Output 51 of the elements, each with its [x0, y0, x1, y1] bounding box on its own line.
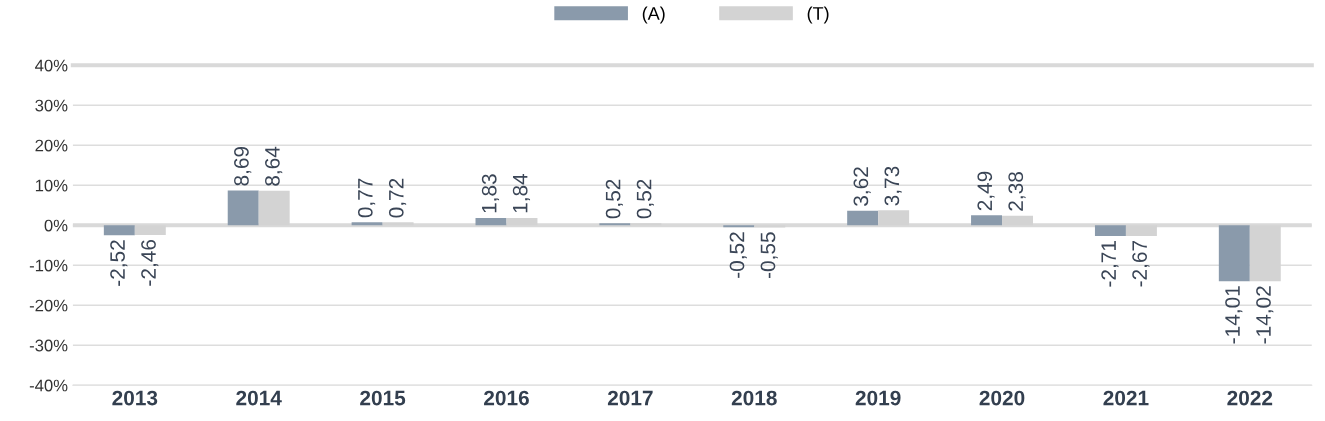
y-tick-label: -30% [29, 339, 68, 352]
y-tick-label: 30% [35, 99, 68, 112]
data-label: 2,49 [977, 171, 995, 211]
bar [971, 215, 1003, 226]
x-tick-label: 2013 [112, 390, 158, 406]
x-tick-label: 2019 [855, 390, 901, 406]
bar [1218, 225, 1250, 282]
x-tick-label: 2020 [979, 390, 1025, 406]
legend-label: (A) [642, 6, 665, 24]
bar [475, 217, 507, 226]
y-tick-label: 0% [44, 219, 68, 232]
data-label: 0,77 [357, 178, 376, 218]
x-tick-label: 2014 [236, 390, 282, 406]
data-label: -14,02 [1256, 286, 1274, 344]
data-label: -2,52 [110, 240, 128, 286]
x-tick-label: 2018 [731, 390, 777, 406]
data-label: -2,46 [141, 239, 159, 286]
bar [723, 225, 755, 228]
data-label: -0,52 [729, 232, 747, 278]
bar [351, 222, 383, 226]
data-label: 3,73 [884, 166, 902, 206]
x-tick-label: 2022 [1227, 390, 1273, 406]
data-label: 2,38 [1008, 172, 1026, 211]
y-tick-label: 10% [35, 179, 68, 192]
y-tick-label: -10% [29, 259, 68, 272]
data-label: -14,01 [1225, 286, 1243, 344]
bar [599, 223, 631, 226]
x-tick-label: 2016 [484, 390, 529, 406]
bar [1094, 225, 1126, 237]
y-tick-label: 40% [35, 59, 68, 72]
data-label: 1,84 [512, 173, 531, 213]
data-label: 3,62 [853, 167, 871, 206]
bar [103, 225, 135, 236]
bar [847, 210, 879, 226]
data-label: -2,67 [1132, 240, 1150, 287]
data-label: 0,52 [605, 179, 623, 219]
data-label: -0,55 [760, 232, 778, 278]
data-label: 1,83 [481, 174, 500, 213]
bar [227, 190, 259, 226]
x-tick-label: 2021 [1103, 390, 1149, 406]
y-tick-label: -20% [29, 299, 68, 312]
data-label: 8,69 [234, 146, 252, 186]
data-label: 0,52 [636, 179, 654, 219]
x-tick-label: 2015 [360, 390, 406, 406]
y-tick-label: -40% [29, 379, 68, 392]
data-label: -2,71 [1101, 241, 1119, 287]
data-label: 8,64 [265, 146, 283, 186]
data-label: 0,72 [388, 178, 407, 218]
legend-label: (T) [807, 6, 829, 24]
x-tick-label: 2017 [607, 390, 653, 406]
y-tick-label: 20% [35, 139, 68, 152]
